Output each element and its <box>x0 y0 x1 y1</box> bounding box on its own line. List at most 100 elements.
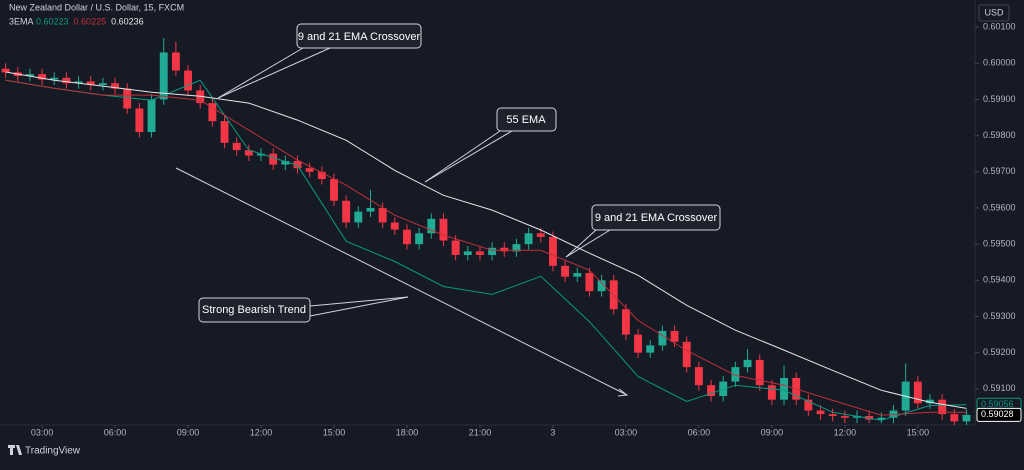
indicator-value: 0.60236 <box>111 16 144 26</box>
candle-body <box>463 251 472 255</box>
candle-body <box>524 233 533 245</box>
brand-name: TradingView <box>25 446 81 457</box>
candle-body <box>877 417 886 420</box>
annotation: 9 and 21 EMA Crossover <box>565 204 721 258</box>
currency-button[interactable] <box>978 4 1010 22</box>
x-tick-label: 03:00 <box>31 427 54 437</box>
symbol-title: New Zealand Dollar / U.S. Dollar, 15, FX… <box>9 2 184 12</box>
y-tick-label: 0.59500 <box>983 239 1016 249</box>
candle-body <box>62 77 71 84</box>
trend-arrow-head <box>617 388 629 397</box>
trend-arrow <box>175 167 628 396</box>
candle-body <box>184 70 192 91</box>
candle-body <box>378 207 387 223</box>
ema-line <box>5 71 967 409</box>
candle-body <box>38 74 47 80</box>
candle-body <box>731 367 740 382</box>
y-tick-label: 0.59400 <box>983 275 1016 285</box>
x-tick-label: 15:00 <box>907 427 930 437</box>
candle-body <box>403 229 411 245</box>
candle-body <box>512 244 521 252</box>
candle-body <box>682 341 691 368</box>
candle-body <box>476 251 484 255</box>
candle-body <box>536 233 545 237</box>
x-tick-label: 06:00 <box>688 427 711 437</box>
y-tick-label: 0.60000 <box>983 58 1016 68</box>
brand-logo <box>8 445 22 455</box>
candle-body <box>767 385 776 400</box>
candle-body <box>865 415 874 420</box>
candle-body <box>269 153 278 165</box>
candle-body <box>439 218 448 241</box>
x-tick-label: 09:00 <box>177 427 200 437</box>
y-tick-label: 0.59200 <box>983 347 1016 357</box>
candle-body <box>366 207 375 212</box>
candle-body <box>755 359 764 386</box>
candle-body <box>98 83 107 85</box>
ema-line <box>5 79 967 416</box>
candle-body <box>828 414 837 416</box>
candle-body <box>50 77 59 80</box>
candle-body <box>257 153 265 156</box>
candle-body <box>74 81 83 84</box>
candle-body <box>159 52 168 100</box>
candle-body <box>354 211 363 223</box>
price-badge-label: 0.59056 <box>981 399 1014 409</box>
candle-body <box>317 171 326 180</box>
candle-body <box>25 74 34 76</box>
annotation: Strong Bearish Trend <box>198 296 409 323</box>
y-tick-label: 0.59300 <box>983 311 1016 321</box>
candle-body <box>135 108 144 133</box>
indicator-value: 0.60223 <box>36 16 69 26</box>
candle-body <box>330 179 338 201</box>
candle-body <box>621 309 630 335</box>
y-tick-label: 0.59900 <box>983 94 1016 104</box>
candle-body <box>670 330 679 342</box>
candle-body <box>840 415 849 418</box>
candle-body <box>244 150 253 156</box>
annotation: 55 EMA <box>424 107 557 183</box>
candle-body <box>634 334 643 353</box>
y-tick-label: 0.59800 <box>983 130 1016 140</box>
x-tick-label: 3 <box>550 427 555 437</box>
candle-body <box>780 377 788 400</box>
annotation-text: Strong Bearish Trend <box>202 304 306 316</box>
brand: TradingView <box>8 445 81 457</box>
candle-body <box>500 247 509 252</box>
annotation: 9 and 21 EMA Crossover <box>217 23 422 99</box>
indicator-values: 0.60223 0.60225 0.60236 <box>36 16 144 26</box>
indicator-name: 3EMA <box>9 16 34 26</box>
indicator-value: 0.60225 <box>74 16 107 26</box>
candle-body <box>585 273 594 292</box>
candle-body <box>451 240 460 255</box>
candle-body <box>171 52 180 71</box>
candle-body <box>853 415 861 418</box>
candle-body <box>281 160 290 165</box>
annotation-text: 9 and 21 EMA Crossover <box>595 212 718 224</box>
candle-body <box>147 99 156 133</box>
currency-label[interactable]: USD <box>984 7 1004 17</box>
candle-body <box>548 236 557 266</box>
candle-body <box>196 90 205 104</box>
candle-body <box>1 68 10 73</box>
candle-body <box>950 414 959 422</box>
candle-body <box>293 160 302 169</box>
candle-body <box>390 222 399 230</box>
annotation-text: 9 and 21 EMA Crossover <box>298 31 421 43</box>
candle-body <box>573 273 582 277</box>
candle-body <box>220 121 229 143</box>
annotation-text: 55 EMA <box>506 114 546 126</box>
plot-area <box>1 37 971 425</box>
candle-body <box>938 399 947 415</box>
candle-body <box>804 399 813 411</box>
y-tick-label: 0.59600 <box>983 202 1016 212</box>
candle-body <box>208 103 217 122</box>
candle-body <box>597 280 606 292</box>
candle-body <box>646 345 655 353</box>
y-tick-label: 0.60100 <box>983 22 1016 32</box>
candle-body <box>123 88 132 109</box>
y-tick-label: 0.59700 <box>983 166 1016 176</box>
x-tick-label: 12:00 <box>250 427 273 437</box>
candle-body <box>913 381 922 404</box>
